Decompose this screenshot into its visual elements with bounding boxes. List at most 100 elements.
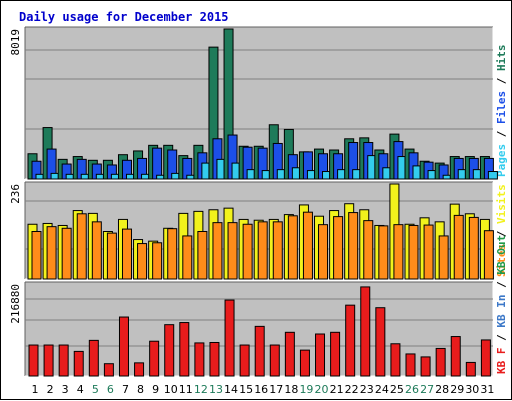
panel-2-ymax-label: 236	[9, 184, 22, 204]
bar-sites-day-24	[378, 225, 389, 280]
bar-kb-f-day-17	[269, 344, 280, 377]
bar-kb-f-day-26	[405, 353, 416, 377]
bar-kb-f-day-4	[73, 350, 84, 377]
bar-kb-f-day-21	[330, 331, 341, 377]
day-label-21: 21	[330, 383, 344, 396]
day-label-26: 26	[405, 383, 419, 396]
bar-sites-day-10	[167, 228, 178, 280]
bar-kb-f-day-9	[149, 340, 160, 377]
legend-separator: /	[495, 224, 508, 244]
bar-pages-day-31	[487, 171, 498, 180]
bar-kb-f-day-13	[209, 341, 220, 377]
bar-kb-f-day-14	[224, 299, 235, 377]
bar-sites-day-21	[333, 216, 344, 280]
bar-kb-f-day-11	[179, 322, 190, 377]
day-label-1: 1	[32, 383, 39, 396]
bar-sites-day-22	[348, 212, 359, 280]
bar-sites-day-20	[318, 224, 329, 280]
day-label-14: 14	[224, 383, 238, 396]
legend-separator: /	[495, 275, 508, 295]
bar-kb-f-day-23	[360, 286, 371, 377]
day-label-6: 6	[107, 383, 114, 396]
bar-sites-day-25	[393, 224, 404, 280]
bar-kb-f-day-5	[88, 339, 99, 377]
bar-kb-f-day-24	[375, 307, 386, 377]
legend-kb-out: KB Out	[495, 235, 508, 275]
bar-kb-f-day-2	[43, 344, 54, 377]
day-label-7: 7	[122, 383, 129, 396]
bar-sites-day-1	[31, 231, 42, 280]
legend-sites: Sites	[495, 244, 508, 277]
day-label-12: 12	[194, 383, 208, 396]
day-label-18: 18	[284, 383, 298, 396]
bar-sites-day-8	[137, 243, 148, 280]
bar-kb-f-day-12	[194, 342, 205, 377]
day-label-28: 28	[435, 383, 449, 396]
day-label-8: 8	[137, 383, 144, 396]
legend-kb-f: KB F	[495, 348, 508, 375]
legend-separator: /	[495, 328, 508, 348]
bar-sites-day-19	[302, 211, 313, 280]
day-label-29: 29	[450, 383, 464, 396]
bar-sites-day-3	[61, 227, 72, 280]
bar-kb-f-day-22	[345, 304, 356, 377]
bar-sites-day-11	[182, 235, 193, 280]
day-label-5: 5	[92, 383, 99, 396]
bar-sites-day-16	[257, 221, 268, 280]
bar-kb-f-day-18	[284, 331, 295, 377]
bar-kb-f-day-16	[254, 325, 265, 377]
day-label-3: 3	[62, 383, 69, 396]
bar-sites-day-4	[76, 213, 87, 280]
day-label-27: 27	[420, 383, 434, 396]
day-label-15: 15	[239, 383, 253, 396]
bar-sites-day-5	[91, 221, 102, 280]
bar-kb-f-day-29	[450, 336, 461, 377]
bar-sites-day-17	[272, 221, 283, 280]
panel-3-legend: KB F / KB In / KB Out	[495, 235, 508, 374]
day-label-24: 24	[375, 383, 389, 396]
legend-separator: /	[495, 71, 508, 91]
bar-sites-day-14	[227, 222, 238, 280]
bar-sites-day-30	[468, 216, 479, 280]
panel-2-legend: Sites / Visits	[495, 184, 508, 277]
legend-pages: Pages	[495, 144, 508, 177]
bar-sites-day-23	[363, 220, 374, 280]
day-label-22: 22	[345, 383, 359, 396]
bar-sites-day-12	[197, 231, 208, 280]
bar-sites-day-15	[242, 223, 253, 280]
bar-kb-f-day-7	[118, 316, 129, 377]
bar-sites-day-27	[423, 224, 434, 280]
day-label-17: 17	[269, 383, 283, 396]
bar-sites-day-9	[152, 242, 163, 280]
bar-kb-f-day-3	[58, 344, 69, 377]
bar-sites-day-18	[287, 215, 298, 280]
bar-kb-f-day-15	[239, 344, 250, 377]
day-label-11: 11	[179, 383, 193, 396]
bar-sites-day-2	[46, 226, 57, 280]
day-label-4: 4	[77, 383, 84, 396]
day-label-9: 9	[152, 383, 159, 396]
bar-sites-day-31	[483, 230, 494, 280]
day-label-25: 25	[390, 383, 404, 396]
bar-kb-f-day-25	[390, 343, 401, 377]
bar-kb-f-day-28	[435, 347, 446, 377]
bar-sites-day-13	[212, 222, 223, 280]
bar-sites-day-26	[408, 224, 419, 280]
bar-sites-day-28	[438, 235, 449, 280]
day-label-23: 23	[360, 383, 374, 396]
legend-visits: Visits	[495, 184, 508, 224]
day-label-10: 10	[164, 383, 178, 396]
bar-sites-day-7	[121, 228, 132, 280]
bar-kb-f-day-31	[480, 339, 491, 377]
chart-title: Daily usage for December 2015	[19, 10, 229, 24]
legend-files: Files	[495, 91, 508, 124]
day-label-20: 20	[315, 383, 329, 396]
bar-kb-f-day-6	[103, 363, 114, 377]
bar-kb-f-day-10	[164, 324, 175, 377]
bar-kb-f-day-1	[28, 344, 39, 377]
bar-kb-f-day-27	[420, 356, 431, 377]
panel-3-ymax-label: 216880	[9, 284, 22, 324]
bar-kb-f-day-8	[134, 362, 145, 377]
